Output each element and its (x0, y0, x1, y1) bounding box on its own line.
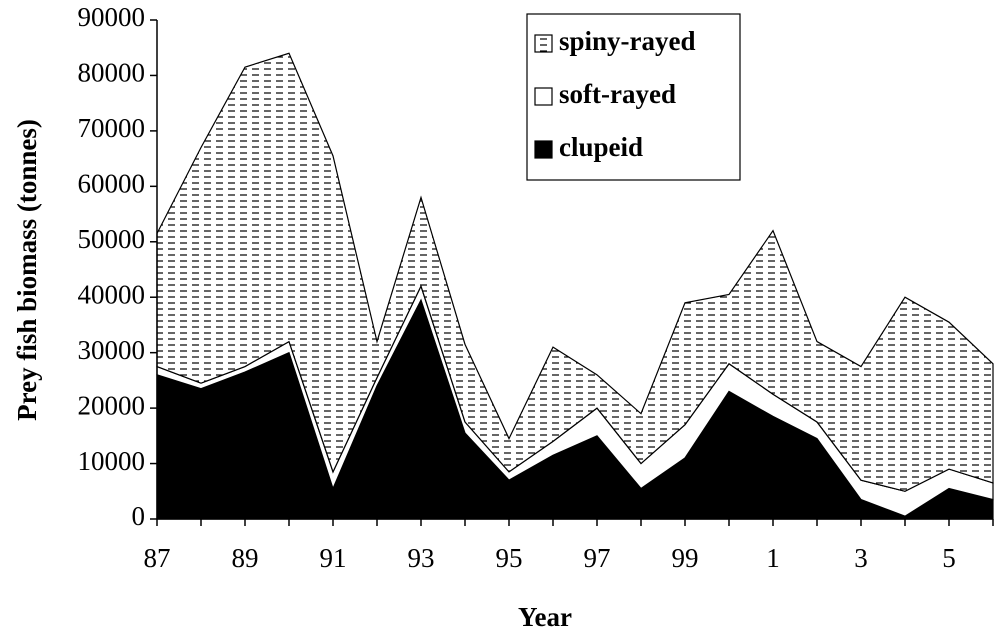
y-tick-label: 70000 (78, 113, 146, 143)
x-tick-label: 95 (496, 543, 523, 573)
legend: spiny-rayed soft-rayed clupeid (526, 13, 741, 181)
x-tick-label: 89 (232, 543, 259, 573)
x-tick-label: 97 (584, 543, 611, 573)
x-axis-label: Year (518, 602, 572, 632)
legend-swatch (534, 140, 553, 159)
y-tick-label: 30000 (78, 335, 146, 365)
x-tick-label: 87 (144, 543, 171, 573)
y-axis-label: Prey fish biomass (tonnes) (12, 119, 42, 421)
y-tick-label: 10000 (78, 446, 146, 476)
y-tick-label: 60000 (78, 169, 146, 199)
y-tick-label: 80000 (78, 58, 146, 88)
legend-swatch (534, 34, 553, 53)
y-tick-label: 90000 (78, 2, 146, 32)
x-tick-label: 91 (320, 543, 347, 573)
y-tick-label: 0 (132, 501, 146, 531)
y-tick-label: 50000 (78, 224, 146, 254)
legend-label: soft-rayed (559, 79, 676, 109)
x-tick-label: 5 (942, 543, 956, 573)
y-tick-label: 40000 (78, 279, 146, 309)
legend-box (526, 13, 741, 181)
area (156, 52, 994, 492)
x-tick-label: 99 (672, 543, 699, 573)
legend-swatch (534, 87, 553, 106)
legend-label: spiny-rayed (559, 26, 696, 56)
x-tick-label: 93 (408, 543, 435, 573)
x-tick-label: 3 (854, 543, 868, 573)
legend-label: clupeid (559, 132, 643, 162)
x-tick-label: 1 (766, 543, 780, 573)
y-tick-label: 20000 (78, 390, 146, 420)
